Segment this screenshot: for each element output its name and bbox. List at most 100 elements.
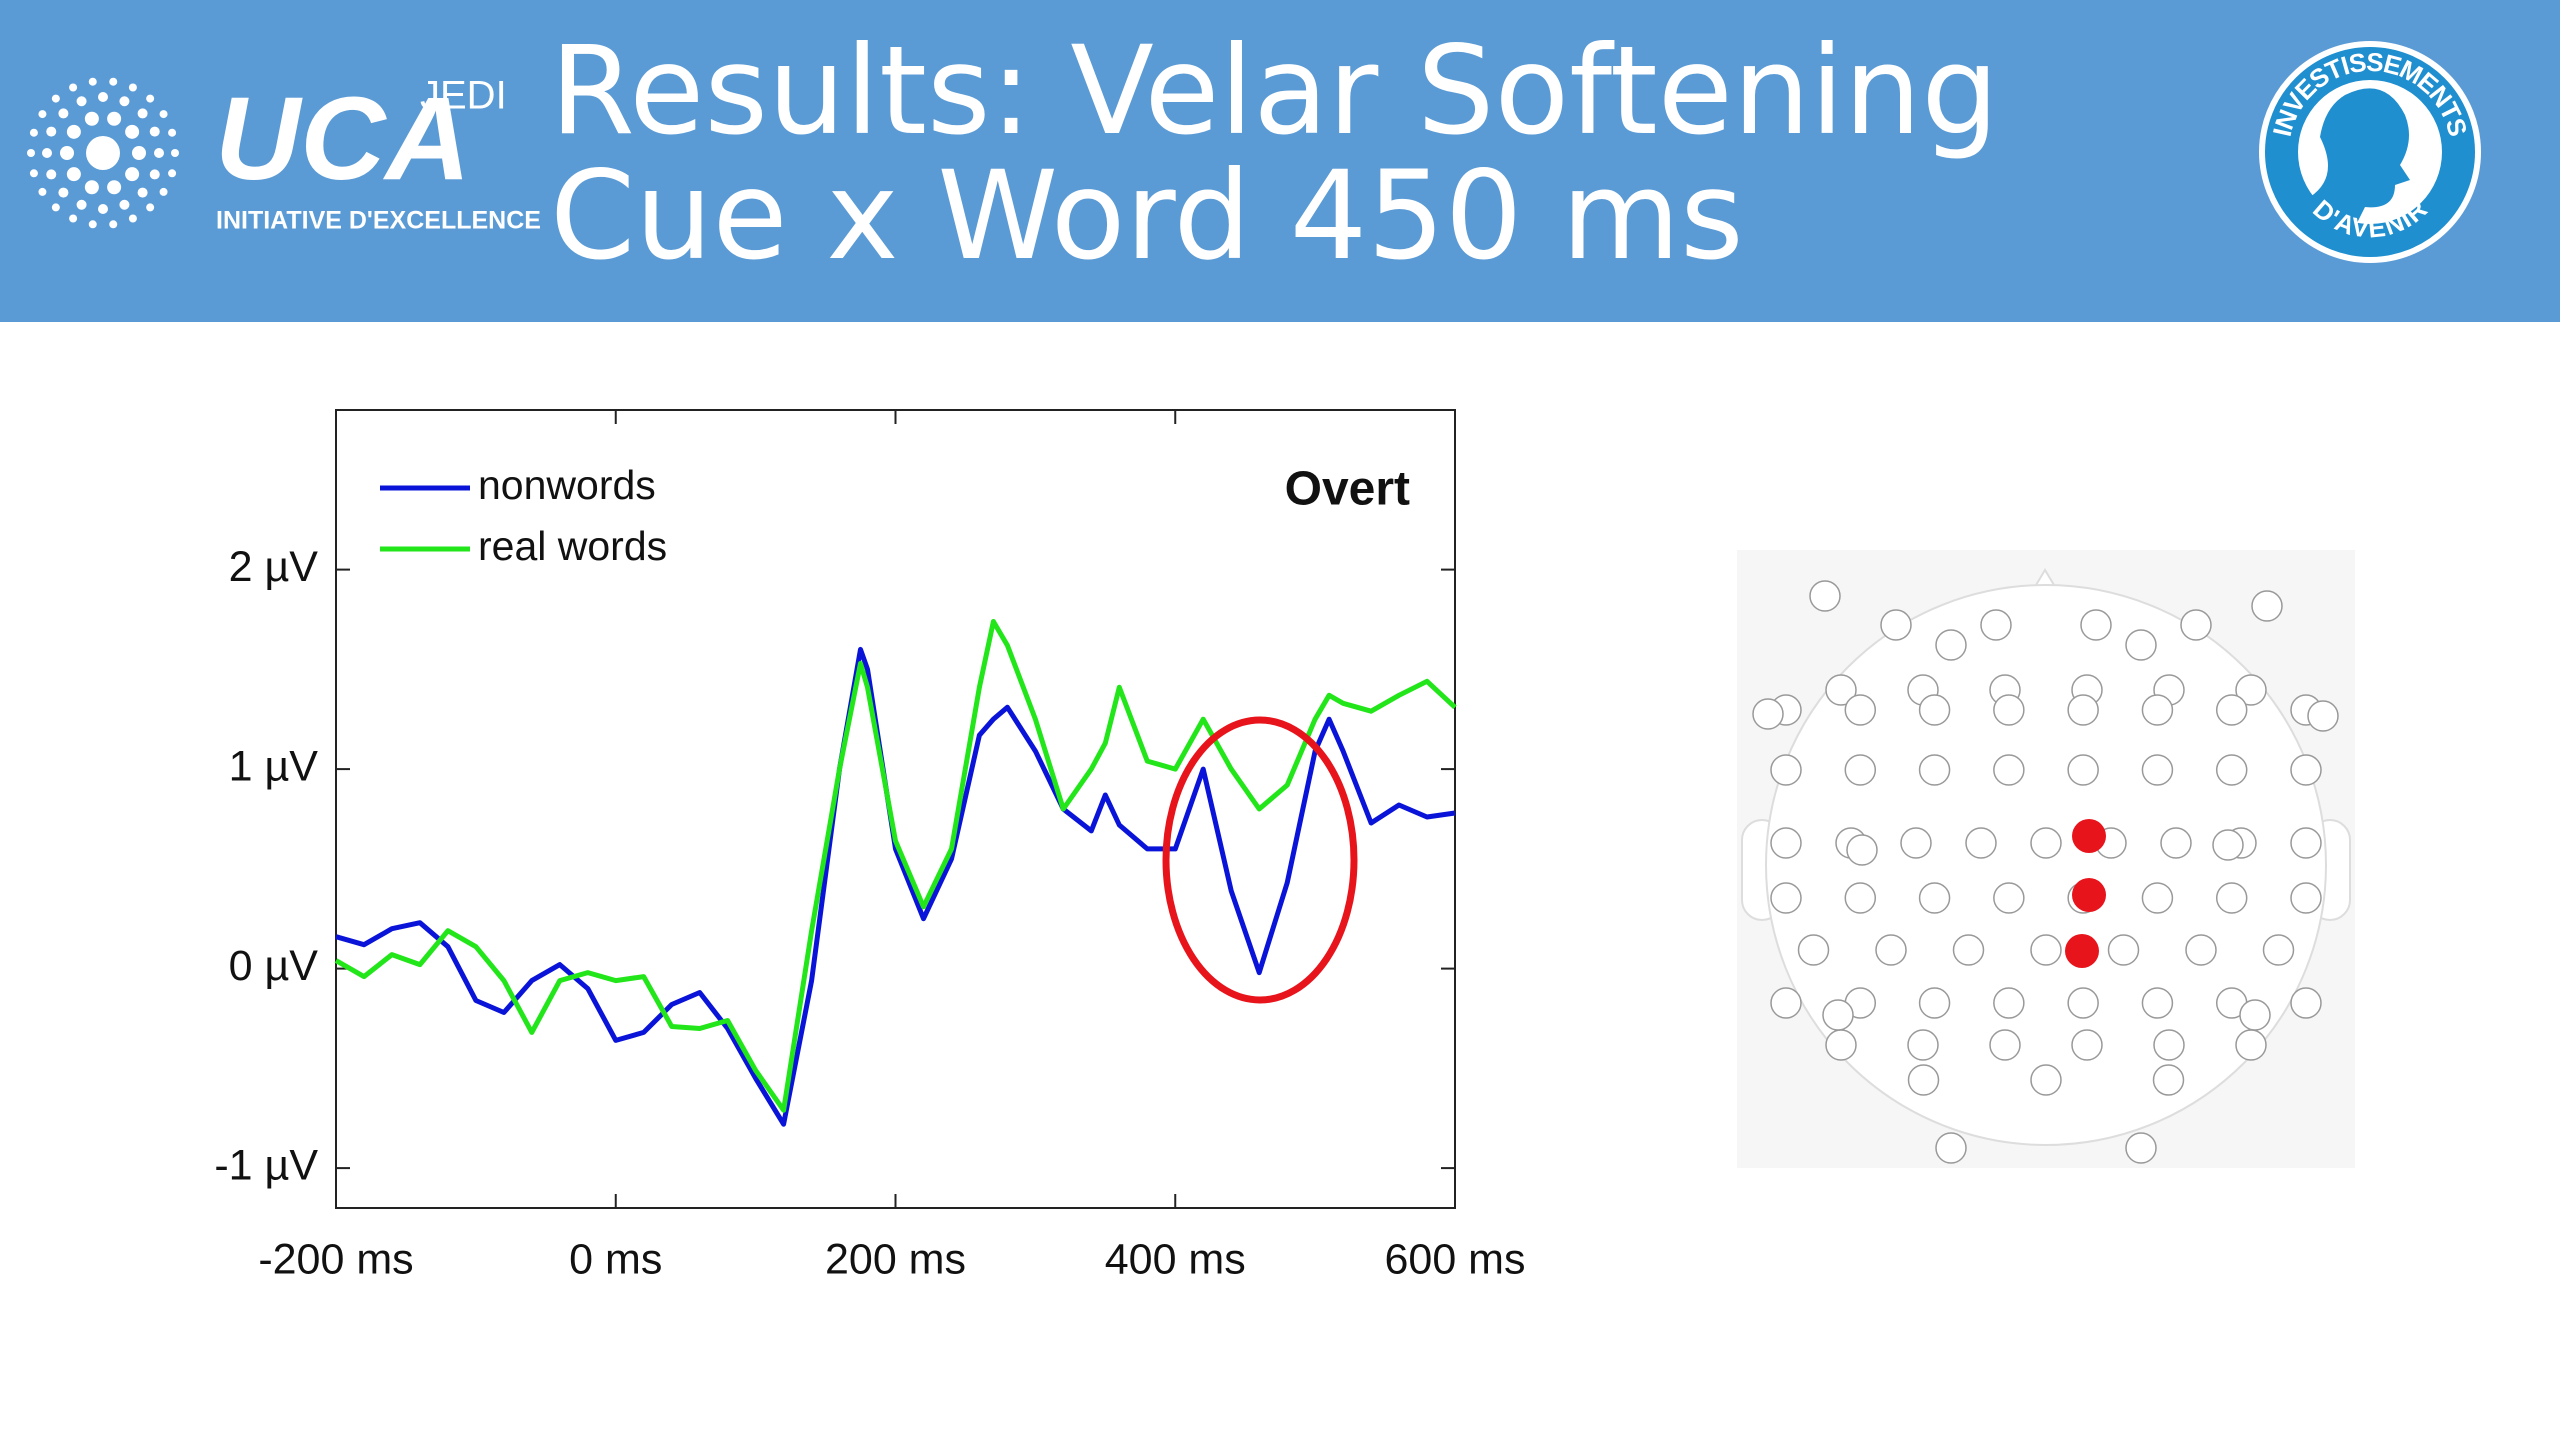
chart: -200 ms 0 ms 200 ms 400 ms 600 ms -1 µV 0 µV 1 …: [214, 409, 1526, 1283]
electrode: [1918, 694, 1951, 726]
electrode: [2262, 934, 2295, 966]
logo-dot: [146, 94, 155, 103]
logo-dot: [159, 187, 168, 196]
y-tick-label: -1 µV: [214, 1141, 318, 1189]
series-line: [334, 619, 1457, 1113]
plot-frame: [335, 409, 1456, 1209]
logo-dot: [84, 111, 99, 126]
electrode: [1822, 999, 1854, 1031]
logo-dot: [98, 92, 108, 102]
logo-dot: [88, 77, 97, 86]
electrode: [1980, 609, 2012, 641]
x-tick-label: -200 ms: [258, 1235, 413, 1283]
x-tick-label: 200 ms: [825, 1235, 966, 1283]
badge-profile: [2310, 88, 2410, 227]
logo-dot: [84, 180, 99, 195]
logo-dot: [168, 128, 177, 137]
logo-super: JEDI: [420, 74, 507, 118]
header-bar: [0, 0, 2560, 322]
electrode: [1989, 1029, 2021, 1061]
electrode: [1993, 882, 2025, 914]
scalp: [1765, 584, 2327, 1146]
electrode: [2290, 754, 2322, 786]
electrode: [1965, 827, 1997, 859]
electrode: [1844, 882, 1877, 914]
electrode: [2067, 694, 2099, 726]
electrode: [2215, 882, 2248, 914]
logo-dot: [88, 220, 97, 229]
electrode-highlight: [2072, 819, 2106, 853]
logo-dot: [86, 136, 120, 170]
logo-dot: [128, 83, 137, 92]
electrode: [2290, 827, 2322, 859]
legend-label: real words: [478, 523, 667, 569]
logo-dot: [109, 220, 118, 229]
electrode: [2160, 827, 2192, 859]
logo-dot: [132, 146, 146, 160]
logo-dot: [51, 94, 60, 103]
electrode: [1846, 834, 1878, 866]
series-line: [335, 646, 1456, 1127]
electrode: [2141, 987, 2174, 1019]
electrode: [1918, 987, 1951, 1019]
electrode: [1907, 1064, 1940, 1096]
electrode: [1900, 827, 1932, 859]
y-tick-label: 1 µV: [229, 742, 319, 790]
electrode: [2152, 1064, 2185, 1096]
electrode: [2071, 1029, 2103, 1061]
logo-dot: [119, 96, 130, 107]
electrode: [2153, 1029, 2185, 1061]
electrode: [1880, 609, 1912, 641]
electrode: [1844, 694, 1877, 726]
electrode: [1875, 934, 1907, 966]
logo-dot: [125, 124, 140, 139]
logo-dot: [149, 126, 160, 137]
y-tick-label: 2 µV: [229, 543, 319, 591]
electrode: [1770, 987, 1802, 1019]
logo-dot: [168, 169, 177, 178]
logo-dot: [125, 167, 140, 182]
electrode: [1770, 754, 1802, 786]
electrode: [2212, 829, 2244, 861]
logo-dot: [60, 146, 74, 160]
logo-dot: [109, 77, 118, 86]
logo-dot: [119, 199, 130, 210]
electrode: [2125, 1132, 2157, 1164]
electrode: [2251, 590, 2283, 622]
logo-mark: [27, 77, 179, 229]
electrode: [2180, 609, 2212, 641]
y-tick-label: 0 µV: [229, 942, 319, 990]
electrode: [2030, 1064, 2062, 1096]
electrode: [2290, 882, 2322, 914]
x-tick-label: 0 ms: [569, 1235, 662, 1283]
electrode: [1752, 698, 1784, 730]
electrode: [2030, 934, 2062, 966]
electrode-highlight: [2072, 878, 2106, 912]
logo-dot: [66, 124, 81, 139]
electrode: [1907, 1029, 1939, 1061]
electrode: [2030, 827, 2062, 859]
logo-sub: INITIATIVE D'EXCELLENCE: [216, 207, 541, 235]
electrode: [2067, 987, 2099, 1019]
electrode: [1993, 694, 2025, 726]
logo-dot: [107, 111, 122, 126]
electrode: [2107, 934, 2140, 966]
electrode: [2235, 674, 2267, 706]
logo-dot: [154, 148, 164, 158]
logo-dot: [159, 110, 168, 119]
electrode: [1935, 629, 1967, 661]
electrode: [1825, 674, 1857, 706]
title-line-1: Results: Velar Softening: [550, 20, 1999, 162]
electrode: [2235, 1029, 2267, 1061]
electrode-map: [1737, 550, 2355, 1168]
logo-dot: [29, 169, 38, 178]
logo-dot: [137, 108, 148, 119]
annotation: Overt: [1285, 463, 1410, 516]
electrode: [2185, 934, 2217, 966]
logo-dot: [137, 187, 148, 198]
highlight-ellipse: [1162, 716, 1358, 1004]
logo-dot: [107, 180, 122, 195]
electrode: [1770, 827, 1802, 859]
logo-dot: [98, 204, 108, 214]
logo-dot: [69, 214, 78, 223]
